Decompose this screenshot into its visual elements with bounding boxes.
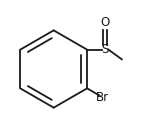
Text: Br: Br <box>96 91 110 104</box>
Text: O: O <box>100 16 110 29</box>
Text: S: S <box>101 43 109 56</box>
